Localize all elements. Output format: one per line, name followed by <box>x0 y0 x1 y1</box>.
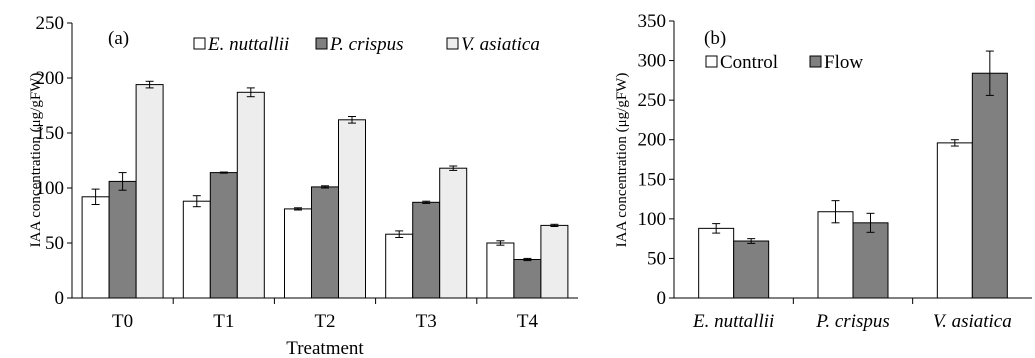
chart-a-legend-swatch <box>316 38 327 49</box>
chart-a-legend-label: V. asiatica <box>461 34 540 55</box>
chart-a-bar <box>413 202 440 298</box>
chart-b-y-tick-label: 0 <box>657 288 667 309</box>
chart-a-bar <box>237 92 264 298</box>
chart-a-legend: E. nuttallii P. crispus V. asiatica <box>194 34 540 55</box>
chart-b-legend-label: Control <box>720 52 778 73</box>
chart-b-legend-label: Flow <box>824 52 863 73</box>
chart-a-x-tick-label: T2 <box>314 311 335 332</box>
chart-a-bar <box>440 168 467 298</box>
chart-a-bar <box>183 201 210 298</box>
chart-a-bars <box>82 81 568 298</box>
chart-b-bar <box>853 223 888 298</box>
chart-b-legend: Control Flow <box>706 52 863 73</box>
chart-a-y-tick-label: 100 <box>36 178 65 199</box>
chart-a-x-ticks: T0 T1 T2 T3 T4 <box>112 298 538 332</box>
chart-a-panel-label: (a) <box>108 28 129 49</box>
chart-a-ylabel: IAA concentration (μg/gFW) <box>28 73 44 248</box>
chart-b-ylabel: IAA concentration (μg/gFW) <box>614 73 630 248</box>
chart-a-y-tick-label: 200 <box>36 68 65 89</box>
chart-b-x-ticks: E. nuttallii P. crispus V. asiatica <box>692 298 1012 332</box>
chart-a-bar <box>339 120 366 298</box>
chart-a-bar <box>541 225 568 298</box>
chart-b-y-tick-label: 350 <box>638 11 667 32</box>
chart-b-y-tick-label: 100 <box>638 209 667 230</box>
chart-a-bar <box>514 260 541 299</box>
chart-b-legend-swatch <box>706 56 717 67</box>
chart-b-y-tick-label: 150 <box>638 169 667 190</box>
chart-b-panel-label: (b) <box>704 28 726 49</box>
chart-b-x-tick-label: V. asiatica <box>933 311 1012 332</box>
chart-a-x-tick-label: T0 <box>112 311 133 332</box>
chart-b-y-tick-label: 50 <box>647 248 666 269</box>
chart-b-x-tick-label: P. crispus <box>815 311 890 332</box>
chart-a-legend-label: E. nuttallii <box>207 34 289 55</box>
chart-a-bar <box>136 85 163 298</box>
chart-b-y-tick-label: 250 <box>638 90 667 111</box>
chart-a-bar <box>487 243 514 298</box>
chart-b-bars <box>699 51 1008 298</box>
chart-a-x-tick-label: T3 <box>416 311 437 332</box>
chart-a-legend-swatch <box>447 38 458 49</box>
chart-b-bar <box>734 241 769 298</box>
chart-a-y-tick-label: 150 <box>36 123 65 144</box>
chart-a-x-tick-label: T1 <box>213 311 234 332</box>
chart-b-x-tick-label: E. nuttallii <box>692 311 774 332</box>
chart-a-bar <box>210 173 237 298</box>
chart-a-bar <box>285 209 312 298</box>
chart-b-legend-swatch <box>810 56 821 67</box>
chart-b-bar <box>818 212 853 298</box>
chart-a-x-tick-label: T4 <box>517 311 539 332</box>
chart-a-legend-label: P. crispus <box>329 34 404 55</box>
chart-a-xlabel: Treatment <box>286 338 364 358</box>
chart-a-bar <box>109 181 136 298</box>
chart-a-y-tick-label: 0 <box>55 288 65 309</box>
chart-a-bar <box>386 234 413 298</box>
chart-a-legend-swatch <box>194 38 205 49</box>
chart-a-bar <box>82 197 109 298</box>
chart-b-bar <box>937 143 972 298</box>
chart-b-bar <box>972 73 1007 298</box>
chart-b-y-tick-label: 300 <box>638 51 667 72</box>
chart-a-y-tick-label: 250 <box>36 13 65 34</box>
chart-a: IAA concentration (μg/gFW) (a) 0 50 100 150… <box>28 13 578 358</box>
chart-a-bar <box>312 187 339 298</box>
chart-b: IAA concentration (μg/gFW) (b) 0 50 100 150… <box>614 11 1032 332</box>
chart-a-y-tick-label: 50 <box>45 233 64 254</box>
chart-b-y-tick-label: 200 <box>638 130 667 151</box>
chart-b-bar <box>699 228 734 298</box>
